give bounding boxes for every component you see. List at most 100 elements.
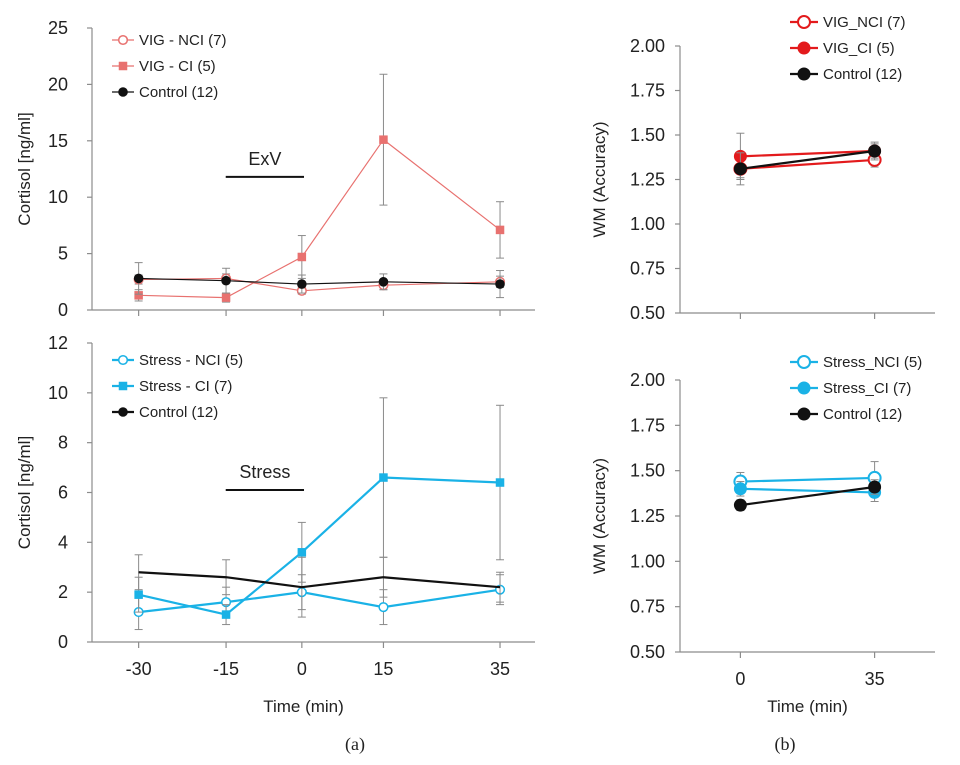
legend-label: Stress - NCI (5) <box>139 352 243 369</box>
legend: VIG_NCI (7) VIG_CI (5) Control (12) <box>790 14 906 83</box>
y-tick-label: 8 <box>58 433 68 453</box>
y-tick-label: 5 <box>58 244 68 264</box>
y-tick-label: 0.75 <box>630 597 665 617</box>
series-stress-ci-7 <box>134 397 505 626</box>
y-tick-label: 4 <box>58 532 68 552</box>
x-tick-label: 35 <box>865 669 885 689</box>
legend: Stress_NCI (5) Stress_CI (7) Control (12) <box>790 354 922 423</box>
data-point <box>733 482 747 496</box>
data-point <box>733 498 747 512</box>
y-tick-label: 25 <box>48 18 68 38</box>
y-tick-label: 1.50 <box>630 461 665 481</box>
y-tick-label: 2.00 <box>630 36 665 56</box>
legend-marker <box>797 15 811 29</box>
y-tick-label: 1.75 <box>630 81 665 101</box>
series-vig-ci-5 <box>733 132 882 180</box>
data-point <box>297 279 307 289</box>
legend-label: VIG_NCI (7) <box>823 14 906 31</box>
period-annotation: Stress <box>239 462 290 482</box>
panel-label-b: (b) <box>775 734 796 755</box>
y-tick-label: 1.75 <box>630 415 665 435</box>
legend-marker <box>118 61 128 71</box>
chart-a-top: 0 5 10 15 20 25 Cortisol [ng/ml] ExV VIG - NCI (… <box>15 18 535 320</box>
data-point <box>868 144 882 158</box>
data-point <box>378 277 389 287</box>
y-tick-label: 0 <box>58 632 68 652</box>
y-tick-label: 0 <box>58 300 68 320</box>
legend-label: Control (12) <box>139 84 218 101</box>
series-line <box>138 571 501 589</box>
y-tick-label: 1.00 <box>630 551 665 571</box>
legend-label: VIG - NCI (7) <box>139 32 227 49</box>
y-tick-label: 1.00 <box>630 214 665 234</box>
period-annotation: ExV <box>248 149 281 169</box>
legend-label: Stress_NCI (5) <box>823 354 922 371</box>
series-line <box>740 476 875 483</box>
y-tick-label: 10 <box>48 383 68 403</box>
legend-marker <box>797 355 811 369</box>
legend-marker <box>117 354 129 366</box>
legend-label: Control (12) <box>139 404 218 421</box>
y-tick-label: 15 <box>48 131 68 151</box>
series-vig-nci-7 <box>133 273 506 296</box>
series-line <box>138 588 501 614</box>
x-axis-label: Time (min) <box>263 697 344 716</box>
x-tick-label: 0 <box>297 659 307 679</box>
series-control-12 <box>733 479 882 512</box>
y-axis-label: WM (Accuracy) <box>590 458 609 574</box>
legend-label: Control (12) <box>823 406 902 423</box>
legend-marker <box>797 381 811 395</box>
y-tick-label: 1.25 <box>630 170 665 190</box>
legend-label: Stress - CI (7) <box>139 378 232 395</box>
y-tick-label: 6 <box>58 483 68 503</box>
series-line <box>138 138 501 299</box>
legend-marker <box>117 34 129 46</box>
legend-label: Stress_CI (7) <box>823 380 911 397</box>
legend: Stress - NCI (5) Stress - CI (7) Control (… <box>112 352 243 421</box>
series-line <box>740 485 875 507</box>
legend-label: VIG - CI (5) <box>139 58 216 75</box>
legend-marker <box>797 67 811 81</box>
panel-label-a: (a) <box>345 734 365 755</box>
y-axis-label: Cortisol [ng/ml] <box>15 436 34 549</box>
chart-b-bottom: 0.50 0.75 1.00 1.25 1.50 1.75 2.00 0 35 WM (Accur… <box>590 354 935 716</box>
data-point <box>134 291 143 300</box>
legend-marker <box>797 41 811 55</box>
x-tick-label: -30 <box>126 659 152 679</box>
legend-marker <box>118 381 128 391</box>
data-point <box>297 252 307 262</box>
legend-marker <box>797 407 811 421</box>
data-point <box>133 273 144 284</box>
y-tick-label: 0.75 <box>630 259 665 279</box>
y-tick-label: 20 <box>48 74 68 94</box>
x-tick-label: 0 <box>735 669 745 689</box>
legend-label: VIG_CI (5) <box>823 40 895 57</box>
series-line <box>740 487 875 494</box>
data-point <box>495 225 505 235</box>
series-line <box>138 277 501 285</box>
data-point <box>221 275 231 286</box>
y-axis-label: Cortisol [ng/ml] <box>15 112 34 225</box>
data-point <box>868 480 882 494</box>
y-tick-label: 0.50 <box>630 303 665 323</box>
y-axis-label: WM (Accuracy) <box>590 121 609 237</box>
series-control-12 <box>733 143 882 186</box>
data-point <box>495 478 505 487</box>
y-tick-label: 12 <box>48 333 68 353</box>
y-tick-label: 10 <box>48 187 68 207</box>
series-line <box>740 158 875 170</box>
data-point <box>379 473 388 482</box>
legend: VIG - NCI (7) VIG - CI (5) Control (12) <box>112 32 227 101</box>
x-tick-label: 35 <box>490 659 510 679</box>
y-tick-label: 1.25 <box>630 506 665 526</box>
series-line <box>740 149 875 158</box>
legend-label: Control (12) <box>823 66 902 83</box>
data-point <box>495 279 505 289</box>
series-control-12 <box>133 262 505 299</box>
y-tick-label: 1.50 <box>630 125 665 145</box>
series-vig-ci-5 <box>134 73 505 303</box>
y-tick-label: 2.00 <box>630 370 665 390</box>
series-line <box>138 476 501 616</box>
series-stress-ci-7 <box>733 481 882 502</box>
x-tick-label: -15 <box>213 659 239 679</box>
